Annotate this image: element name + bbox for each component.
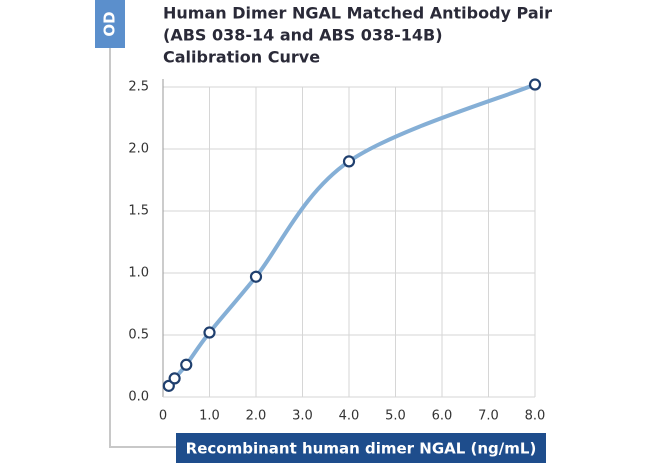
x-tick-label: 3.0 (292, 409, 313, 424)
data-point (203, 326, 216, 339)
y-tick-label: 2.0 (128, 142, 149, 157)
x-tick-label: 8.0 (525, 409, 546, 424)
x-tick-label: 1.0 (199, 409, 220, 424)
data-point (180, 358, 193, 371)
data-point (342, 155, 356, 168)
x-tick-label: 2.0 (246, 409, 267, 424)
y-tick-label: 0.0 (128, 390, 149, 405)
y-tick-label: 1.5 (128, 204, 149, 219)
y-tick-label: 0.5 (128, 328, 149, 343)
x-tick-label: 5.0 (385, 409, 406, 424)
x-label-box (176, 433, 546, 463)
chart-title: Human Dimer NGAL Matched Antibody Pair (163, 4, 552, 23)
data-point (249, 270, 263, 283)
y-tick-label: 2.5 (128, 80, 149, 95)
chart-title: Calibration Curve (163, 48, 320, 67)
x-tick-label: 0 (159, 409, 167, 424)
x-tick-label: 4.0 (339, 409, 360, 424)
chart-title: (ABS 038-14 and ABS 038-14B) (163, 26, 443, 45)
x-axis-label: Recombinant human dimer NGAL (ng/mL) (186, 440, 537, 458)
data-point (528, 78, 542, 91)
y-label-box (95, 0, 125, 48)
x-tick-label: 6.0 (432, 409, 453, 424)
data-point (168, 372, 181, 385)
data-line (166, 82, 537, 388)
x-tick-label: 7.0 (478, 409, 499, 424)
y-axis-label: OD (101, 11, 119, 36)
y-tick-label: 1.0 (128, 266, 149, 281)
